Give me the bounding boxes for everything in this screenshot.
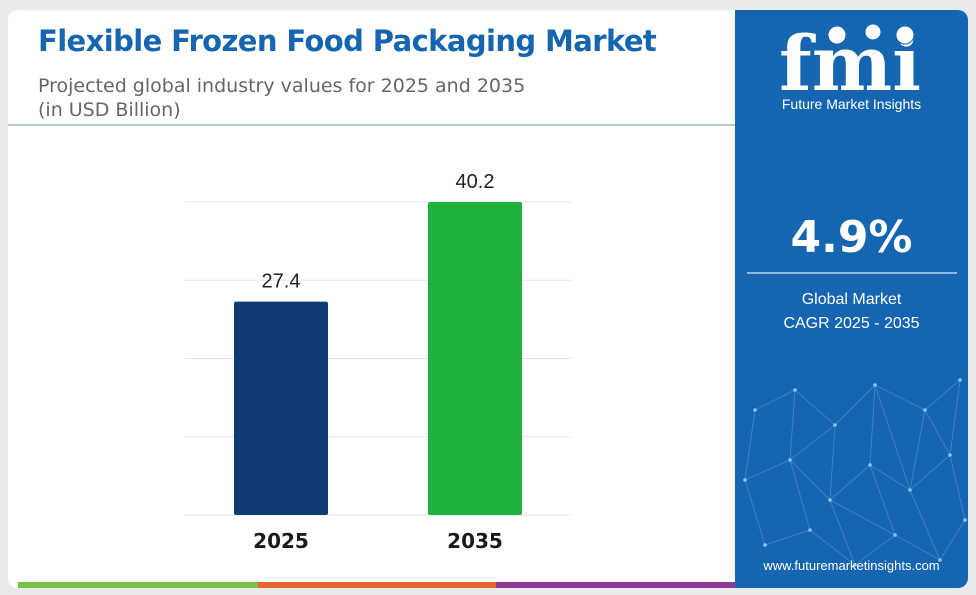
network-line: [829, 424, 836, 501]
network-node: [948, 453, 952, 457]
network-line: [869, 464, 911, 491]
network-line: [794, 389, 836, 426]
network-node: [833, 423, 837, 427]
network-node: [923, 408, 927, 412]
network-node: [873, 383, 877, 387]
bar-2025: [234, 301, 328, 515]
globe-icon: [827, 23, 915, 45]
network-line: [869, 384, 876, 466]
network-line: [809, 529, 856, 566]
logo-tagline: Future Market Insights: [781, 96, 922, 112]
network-line: [909, 409, 926, 491]
chart-subtitle: Projected global industry values for 202…: [38, 74, 638, 122]
network-node: [828, 498, 832, 502]
network-line: [789, 459, 811, 531]
network-line: [789, 389, 796, 461]
stripe-purple: [496, 582, 735, 588]
cagr-label-line-2: CAGR 2025 - 2035: [783, 315, 920, 332]
network-line: [744, 479, 766, 546]
x-tick-label-2035: 2035: [447, 529, 503, 553]
infographic-card: Flexible Frozen Food Packaging Market Pr…: [8, 10, 968, 588]
network-node: [868, 463, 872, 467]
network-line: [869, 464, 896, 536]
network-line: [754, 389, 796, 411]
cagr-divider: [747, 272, 957, 274]
network-line: [939, 519, 966, 561]
network-node: [788, 458, 792, 462]
network-node: [963, 518, 967, 522]
network-line: [924, 379, 961, 411]
network-line: [744, 409, 756, 481]
network-line: [909, 489, 941, 561]
website-link[interactable]: www.futuremarketinsights.com: [763, 558, 940, 573]
network-line: [894, 534, 941, 561]
network-node: [958, 378, 962, 382]
network-line: [949, 379, 961, 456]
network-line: [949, 454, 966, 521]
network-node: [793, 388, 797, 392]
fmi-logo: fmi: [779, 19, 921, 108]
cagr-value: 4.9%: [790, 212, 913, 263]
network-node: [808, 528, 812, 532]
network-line: [834, 384, 876, 426]
network-line: [829, 499, 896, 536]
bar-2035: [428, 202, 522, 515]
network-line: [829, 499, 856, 566]
x-tick-label-2025: 2025: [253, 529, 309, 553]
cagr-label: Global Market CAGR 2025 - 2035: [735, 288, 968, 336]
network-node: [893, 533, 897, 537]
network-node: [743, 478, 747, 482]
network-line: [909, 454, 951, 491]
network-node: [763, 543, 767, 547]
network-line: [874, 384, 926, 411]
network-pattern: [743, 378, 967, 567]
chart-panel: Flexible Frozen Food Packaging Market Pr…: [8, 10, 735, 588]
network-line: [924, 409, 951, 456]
network-node: [753, 408, 757, 412]
stripe-green: [18, 582, 258, 588]
network-line: [764, 529, 811, 546]
subtitle-line-1: Projected global industry values for 202…: [38, 75, 526, 97]
stripe-orange: [258, 582, 496, 588]
chart-title: Flexible Frozen Food Packaging Market: [38, 24, 657, 58]
network-node: [908, 488, 912, 492]
title-divider: [8, 124, 735, 126]
data-label-2025: 27.4: [262, 271, 301, 293]
network-line: [829, 464, 871, 501]
network-line: [789, 459, 831, 501]
network-line: [854, 534, 896, 566]
subtitle-line-2: (in USD Billion): [38, 99, 181, 121]
sidebar: fmi Future Market Insights 4.9% Global M…: [735, 10, 968, 588]
network-line: [744, 459, 791, 481]
bar-chart: 27.4 2025 40.2 2035: [185, 171, 571, 553]
cagr-label-line-1: Global Market: [801, 291, 902, 308]
network-line: [789, 424, 836, 461]
network-node: [853, 563, 857, 567]
network-node: [938, 558, 942, 562]
network-line: [874, 384, 911, 491]
data-label-2035: 40.2: [456, 171, 495, 193]
